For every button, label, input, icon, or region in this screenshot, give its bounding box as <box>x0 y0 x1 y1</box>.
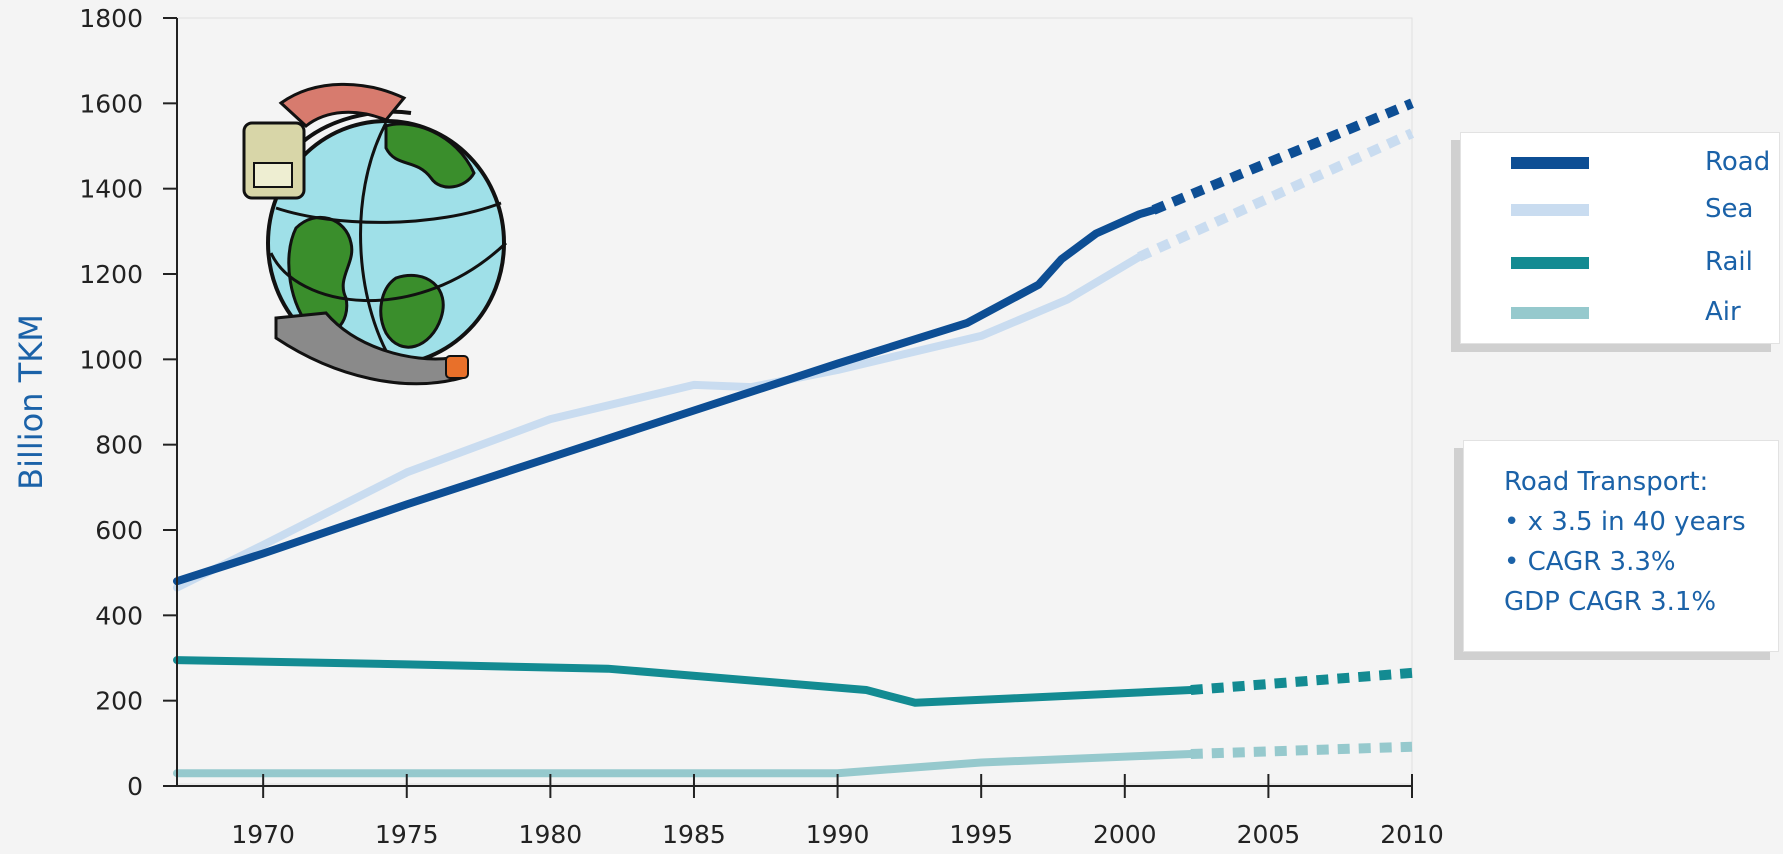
series-line-road <box>173 206 1158 586</box>
globe-transport-icon <box>236 78 536 398</box>
x-tick-label: 1975 <box>375 820 439 849</box>
note-line-gdp: GDP CAGR 3.1% <box>1504 587 1717 617</box>
x-tick-label: 1990 <box>806 820 870 849</box>
legend: Road Sea Rail Air <box>1460 132 1780 344</box>
x-tick-label: 1985 <box>662 820 726 849</box>
legend-label-rail: Rail <box>1705 247 1753 277</box>
y-tick-label: 400 <box>95 601 143 630</box>
legend-swatch-air <box>1511 307 1589 319</box>
x-tick-label: 1980 <box>519 820 583 849</box>
legend-swatch-rail <box>1511 257 1589 269</box>
x-tick-label: 1970 <box>231 820 295 849</box>
x-tick-label: 1995 <box>949 820 1013 849</box>
legend-item-sea: Sea <box>1511 190 1771 230</box>
series-line-air-projection <box>1190 741 1413 759</box>
series-line-road-projection <box>1151 98 1414 215</box>
x-tick-label: 2005 <box>1237 820 1301 849</box>
y-tick-label: 1800 <box>79 4 143 33</box>
legend-swatch-sea <box>1511 204 1589 216</box>
legend-swatch-road <box>1511 157 1589 169</box>
x-tick-label: 2000 <box>1093 820 1157 849</box>
note-line-growth: • x 3.5 in 40 years <box>1504 507 1746 537</box>
y-tick-label: 600 <box>95 516 143 545</box>
y-tick-label: 200 <box>95 687 143 716</box>
y-axis-label: Billion TKM <box>12 314 50 490</box>
legend-item-rail: Rail <box>1511 243 1771 283</box>
y-tick-label: 1200 <box>79 260 143 289</box>
legend-label-road: Road <box>1705 147 1771 177</box>
legend-item-road: Road <box>1511 143 1771 183</box>
legend-item-air: Air <box>1511 293 1771 333</box>
note-line-cagr: • CAGR 3.3% <box>1504 547 1676 577</box>
y-ticks: 0 200 400 600 800 1000 1200 1400 1600 1800 <box>79 4 177 801</box>
legend-label-air: Air <box>1705 297 1741 327</box>
series-layer <box>173 98 1415 778</box>
series-line-sea <box>173 252 1144 592</box>
y-tick-label: 1600 <box>79 89 143 118</box>
road-transport-note: Road Transport: • x 3.5 in 40 years • CA… <box>1463 440 1779 652</box>
legend-label-sea: Sea <box>1705 194 1754 224</box>
series-line-sea-projection <box>1137 128 1415 262</box>
x-ticks: 1970 1975 1980 1985 1990 1995 2000 2005 2010 <box>231 774 1444 849</box>
y-tick-label: 1400 <box>79 175 143 204</box>
series-line-rail-projection <box>1190 667 1413 695</box>
y-tick-label: 800 <box>95 431 143 460</box>
y-tick-label: 0 <box>127 772 143 801</box>
y-tick-label: 1000 <box>79 345 143 374</box>
x-tick-label: 2010 <box>1380 820 1444 849</box>
series-line-rail <box>173 656 1195 707</box>
note-line-title: Road Transport: <box>1504 467 1709 497</box>
series-line-air <box>173 750 1195 778</box>
